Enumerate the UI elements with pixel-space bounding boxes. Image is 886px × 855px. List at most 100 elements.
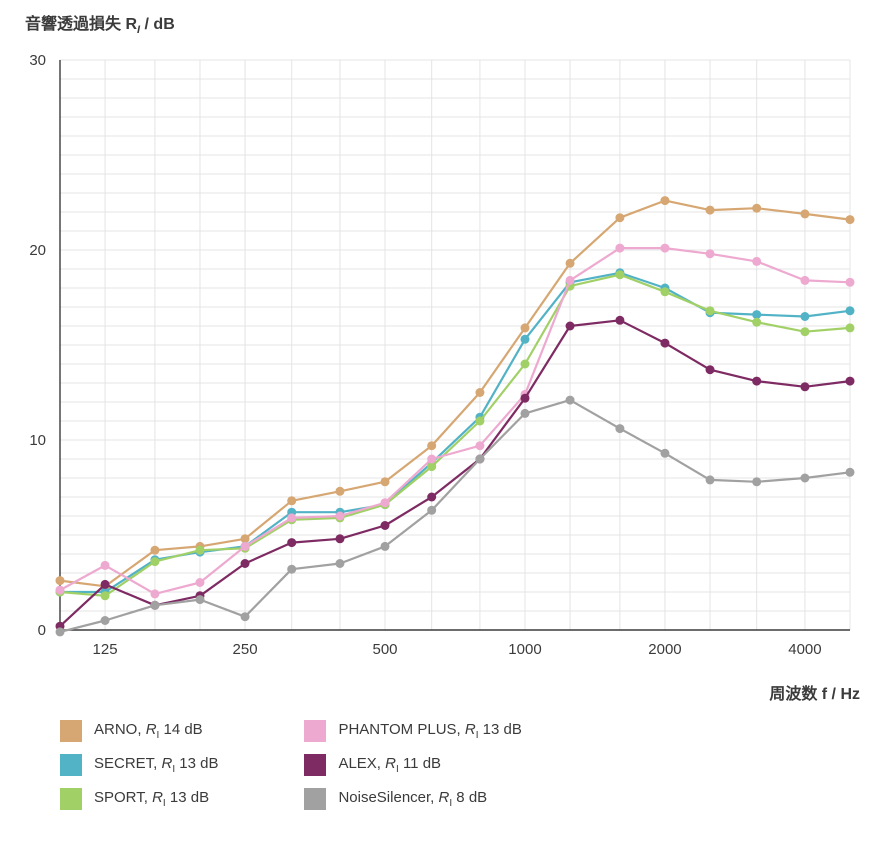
series-marker	[800, 382, 809, 391]
x-tick-label: 1000	[508, 641, 541, 658]
series-marker	[241, 559, 250, 568]
series-marker	[101, 580, 110, 589]
series-marker	[660, 287, 669, 296]
series-marker	[241, 612, 250, 621]
series-marker	[195, 546, 204, 555]
series-marker	[846, 278, 855, 287]
series-marker	[566, 276, 575, 285]
legend-swatch	[60, 720, 82, 742]
series-marker	[800, 312, 809, 321]
series-marker	[615, 424, 624, 433]
series-marker	[150, 589, 159, 598]
series-marker	[150, 601, 159, 610]
x-tick-label: 250	[233, 641, 258, 658]
line-chart: 0 10 20 30 125 250 500 1000 2000 4000	[0, 0, 886, 700]
series-marker	[335, 534, 344, 543]
series-marker	[381, 498, 390, 507]
legend-swatch	[60, 788, 82, 810]
series-marker	[566, 322, 575, 331]
series-marker	[195, 578, 204, 587]
series-marker	[752, 477, 761, 486]
legend-item: ARNO, RI 14 dB	[60, 720, 280, 742]
series-marker	[241, 542, 250, 551]
series-marker	[800, 474, 809, 483]
series-marker	[56, 627, 65, 636]
series-marker	[475, 441, 484, 450]
series-line	[60, 201, 850, 587]
series-marker	[846, 215, 855, 224]
series-marker	[706, 306, 715, 315]
series-marker	[475, 388, 484, 397]
y-tick-label: 0	[38, 622, 46, 639]
series-marker	[56, 576, 65, 585]
series-marker	[475, 455, 484, 464]
series-marker	[287, 538, 296, 547]
series-marker	[846, 468, 855, 477]
legend-label: SECRET, RI 13 dB	[94, 755, 219, 775]
series-marker	[566, 259, 575, 268]
series-marker	[660, 244, 669, 253]
x-tick-label: 2000	[648, 641, 681, 658]
y-tick-label: 20	[29, 242, 46, 259]
series-marker	[101, 616, 110, 625]
series-marker	[752, 318, 761, 327]
series-marker	[381, 521, 390, 530]
series-marker	[520, 394, 529, 403]
legend-swatch	[304, 788, 326, 810]
legend-item: PHANTOM PLUS, RI 13 dB	[304, 720, 624, 742]
legend-swatch	[304, 754, 326, 776]
x-tick-label: 500	[372, 641, 397, 658]
legend-label: SPORT, RI 13 dB	[94, 789, 209, 809]
series-marker	[195, 595, 204, 604]
series-marker	[660, 339, 669, 348]
series-marker	[427, 455, 436, 464]
series-marker	[520, 335, 529, 344]
series-marker	[615, 316, 624, 325]
legend-label: NoiseSilencer, RI 8 dB	[338, 789, 487, 809]
legend-item: SPORT, RI 13 dB	[60, 788, 280, 810]
series-marker	[150, 557, 159, 566]
series-marker	[287, 496, 296, 505]
x-tick-label: 125	[93, 641, 118, 658]
series-marker	[101, 591, 110, 600]
series-marker	[846, 323, 855, 332]
series-marker	[475, 417, 484, 426]
series-marker	[706, 249, 715, 258]
series-marker	[56, 586, 65, 595]
series-marker	[427, 493, 436, 502]
series-marker	[800, 327, 809, 336]
series-marker	[800, 276, 809, 285]
series-marker	[381, 477, 390, 486]
series-marker	[566, 396, 575, 405]
series-marker	[846, 377, 855, 386]
legend-label: PHANTOM PLUS, RI 13 dB	[338, 721, 521, 741]
legend-swatch	[60, 754, 82, 776]
series-marker	[427, 441, 436, 450]
x-tick-label: 4000	[788, 641, 821, 658]
legend-item: ALEX, RI 11 dB	[304, 754, 624, 776]
y-tick-label: 10	[29, 432, 46, 449]
series-line	[60, 273, 850, 592]
series-marker	[752, 257, 761, 266]
series-marker	[846, 306, 855, 315]
series-marker	[752, 204, 761, 213]
series-marker	[615, 270, 624, 279]
series-marker	[287, 565, 296, 574]
legend-swatch	[304, 720, 326, 742]
series-marker	[335, 559, 344, 568]
y-tick-label: 30	[29, 52, 46, 69]
series-marker	[520, 323, 529, 332]
series-marker	[101, 561, 110, 570]
series-marker	[706, 475, 715, 484]
series-marker	[150, 546, 159, 555]
legend-column-1: ARNO, RI 14 dB SECRET, RI 13 dB SPORT, RI …	[60, 720, 280, 822]
series-marker	[381, 542, 390, 551]
series-marker	[706, 206, 715, 215]
series-marker	[660, 196, 669, 205]
series-line	[60, 320, 850, 626]
series-marker	[520, 360, 529, 369]
series-marker	[615, 244, 624, 253]
series-marker	[335, 512, 344, 521]
series-marker	[287, 513, 296, 522]
legend-item: NoiseSilencer, RI 8 dB	[304, 788, 624, 810]
